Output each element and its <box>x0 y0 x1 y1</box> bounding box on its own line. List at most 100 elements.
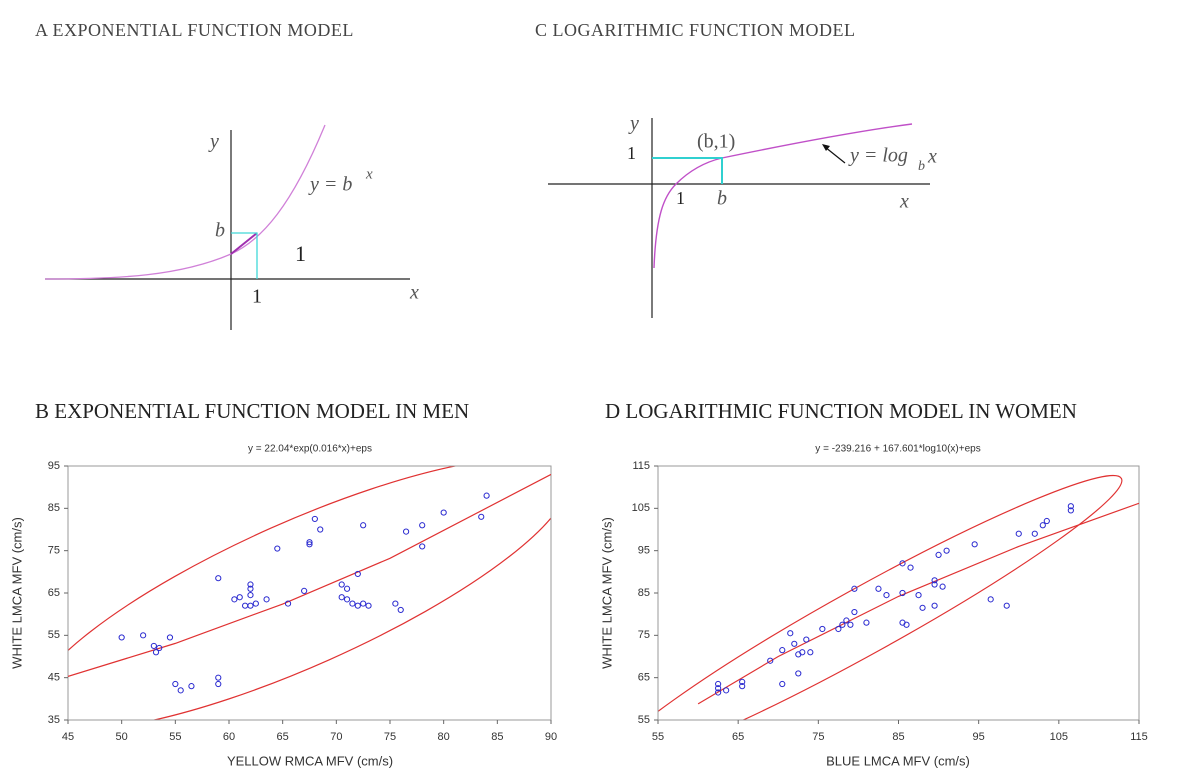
point <box>1003 602 1010 609</box>
y-tick-label: 95 <box>638 545 650 557</box>
x-tick-label: 55 <box>652 731 664 743</box>
point <box>301 587 308 594</box>
point <box>723 687 730 694</box>
point <box>284 600 292 607</box>
point <box>807 649 814 656</box>
point <box>715 689 722 696</box>
point <box>215 674 222 681</box>
one-label: 1 <box>252 286 262 308</box>
point <box>787 630 794 637</box>
point <box>354 602 361 609</box>
point <box>799 649 806 656</box>
point <box>819 625 826 633</box>
point <box>317 526 324 533</box>
axis-label: y <box>208 131 219 153</box>
point <box>1067 503 1074 510</box>
point <box>883 592 890 599</box>
point <box>247 592 254 599</box>
x-tick-label: 50 <box>116 731 128 743</box>
x-tick-label: 95 <box>973 731 985 743</box>
point <box>242 602 249 609</box>
base: b <box>918 159 925 174</box>
point <box>875 585 882 592</box>
y-axis-label: WHITE LMCA MFV (cm/s) <box>9 517 24 669</box>
point <box>839 621 846 628</box>
one-label: 1 <box>676 188 685 208</box>
point <box>231 596 238 603</box>
point <box>156 644 163 652</box>
point <box>419 543 426 550</box>
x-tick-label: 70 <box>330 731 342 743</box>
point <box>215 680 222 688</box>
point <box>247 602 254 609</box>
point <box>343 585 351 592</box>
panel-title: B EXPONENTIAL FUNCTION MODEL IN MEN <box>35 399 469 423</box>
chart-title: y = -239.216 + 167.601*log10(x)+eps <box>815 444 980 455</box>
point <box>354 570 361 578</box>
point <box>935 551 942 559</box>
point <box>177 687 184 694</box>
y-tick-label: 35 <box>48 714 60 726</box>
point <box>1015 530 1022 537</box>
axis-label: x <box>899 191 909 213</box>
point <box>247 581 254 588</box>
point <box>306 539 313 546</box>
y-tick-label: 75 <box>638 629 650 641</box>
point <box>365 602 372 609</box>
x-tick-label: 55 <box>169 731 181 743</box>
point <box>931 577 938 584</box>
x-tick-label: 45 <box>62 731 74 743</box>
x-tick-label: 60 <box>223 731 235 743</box>
point-label: (b,1) <box>697 131 735 153</box>
arrow-head <box>822 144 830 151</box>
guide-lines <box>652 157 723 184</box>
b-label: b <box>717 188 727 210</box>
point <box>440 509 447 516</box>
point <box>1031 530 1038 537</box>
y-tick-label: 115 <box>632 460 650 472</box>
fit-group <box>68 473 551 677</box>
point <box>971 541 978 548</box>
point <box>311 515 318 523</box>
point <box>188 683 195 690</box>
point <box>343 596 351 603</box>
point <box>392 600 399 607</box>
fit-line <box>697 502 1139 705</box>
chart-title: y = 22.04*exp(0.016*x)+eps <box>248 444 372 455</box>
point <box>236 594 243 601</box>
point <box>739 683 746 690</box>
equation: y = log <box>848 145 908 167</box>
confidence-ellipse <box>68 466 551 720</box>
point <box>338 594 345 601</box>
plot-frame <box>657 465 1140 721</box>
x-tick-label: 85 <box>892 731 904 743</box>
point <box>943 547 950 554</box>
point <box>118 634 125 641</box>
panel-title: D LOGARITHMIC FUNCTION MODEL IN WOMEN <box>605 399 1077 423</box>
diagram-title: A EXPONENTIAL FUNCTION MODEL <box>35 20 354 40</box>
point <box>987 596 994 603</box>
point <box>338 581 345 588</box>
point <box>483 492 490 499</box>
point <box>150 642 157 650</box>
point <box>795 670 802 677</box>
point <box>306 541 313 548</box>
point <box>349 600 356 607</box>
point <box>140 632 147 639</box>
x-tick-label: 80 <box>438 731 450 743</box>
x-tick-label: 105 <box>1050 731 1068 743</box>
x-tick-label: 75 <box>384 731 396 743</box>
point <box>1043 517 1050 525</box>
point <box>739 678 746 686</box>
point <box>843 617 850 624</box>
y-tick-label: 95 <box>48 460 60 472</box>
point <box>915 592 922 599</box>
point <box>939 583 946 590</box>
equation: y = b <box>308 174 352 196</box>
exponent: x <box>365 166 373 182</box>
confidence-ellipse <box>658 474 1123 720</box>
x-tick-label: 75 <box>812 731 824 743</box>
x-tick-label: 65 <box>732 731 744 743</box>
y-axis-label: WHITE LMCA MFV (cm/s) <box>599 517 614 669</box>
point <box>166 634 174 641</box>
